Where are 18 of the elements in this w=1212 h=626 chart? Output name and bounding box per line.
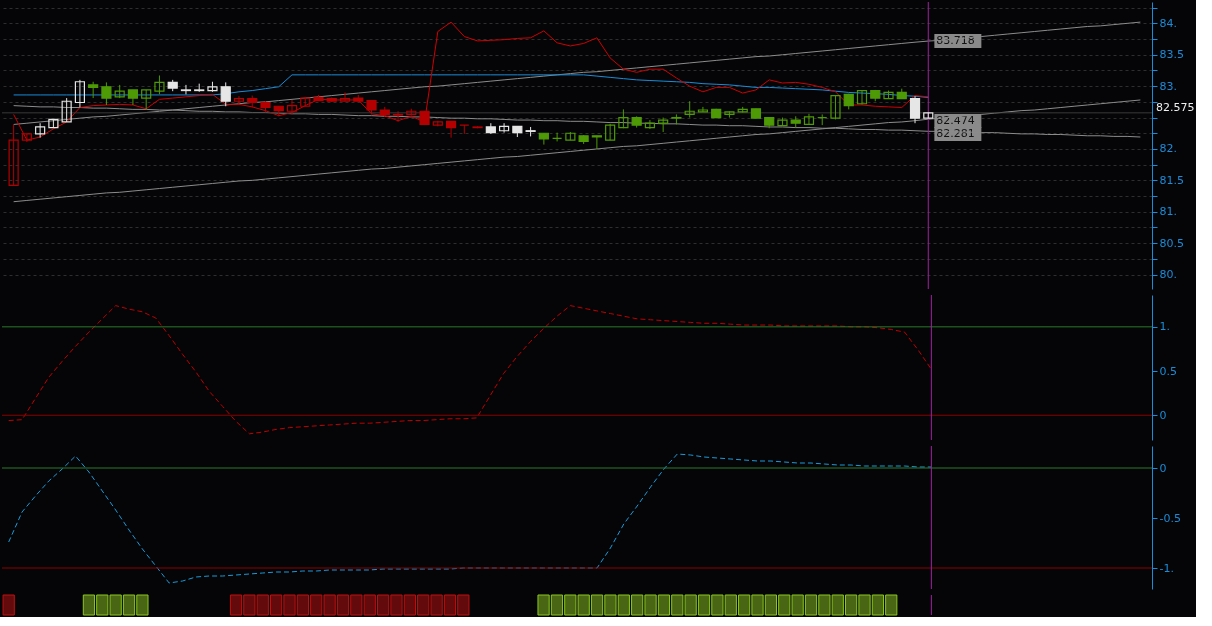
y-tick-label: 80.5 bbox=[1159, 236, 1184, 250]
y-tick-label: 83.5 bbox=[1159, 48, 1184, 62]
y-tick-label: 0.5 bbox=[1159, 364, 1177, 378]
data-label: 82.281 bbox=[936, 127, 975, 141]
y-tick-label: 81.5 bbox=[1159, 173, 1184, 187]
ref-line-label: 82.575 bbox=[1156, 101, 1195, 115]
y-tick-label: 0 bbox=[1159, 461, 1167, 475]
y-tick-label: 82. bbox=[1159, 142, 1177, 156]
y-tick-label: 1. bbox=[1159, 320, 1170, 334]
y-tick-label: -0.5 bbox=[1159, 511, 1181, 525]
data-label: 82.474 bbox=[936, 114, 975, 128]
y-tick-label: 0 bbox=[1159, 408, 1167, 422]
y-tick-label: -1. bbox=[1159, 561, 1174, 575]
y-tick-label: 80. bbox=[1159, 268, 1177, 282]
y-tick-label: 84. bbox=[1159, 16, 1177, 30]
data-label: 83.718 bbox=[936, 34, 975, 48]
y-tick-label: 81. bbox=[1159, 205, 1177, 219]
y-tick-label: 83. bbox=[1159, 79, 1177, 93]
